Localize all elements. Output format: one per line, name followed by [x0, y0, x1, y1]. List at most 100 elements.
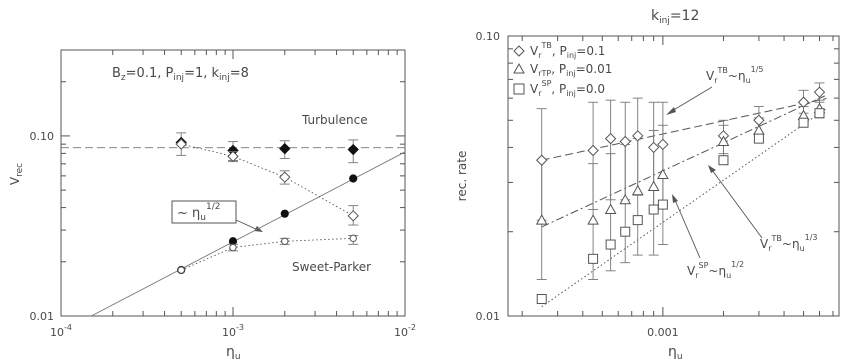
left-point-filled-diamond — [347, 143, 359, 156]
right-title-sub: inj — [659, 16, 670, 26]
right-point-open-triangle — [535, 214, 548, 225]
right-point-open-diamond — [587, 144, 599, 157]
right-point-open-square — [620, 226, 631, 237]
left-x-tick-label-base: 10 — [222, 326, 236, 339]
left-y-tick-label: 0.01 — [30, 310, 55, 323]
right-y-axis-label: rec. rate — [455, 151, 469, 202]
right-point-open-diamond — [647, 141, 660, 154]
param-kinj-main: k — [212, 66, 220, 81]
right-point-open-diamond — [753, 114, 765, 126]
left-y-axis-label-sub: rec — [15, 163, 25, 177]
right-chart-title: kinj=12 — [651, 8, 699, 26]
left-point-filled-diamond — [279, 142, 291, 155]
legend-item-tb-sub: r — [538, 51, 542, 60]
annotation-sp-half-arrow — [674, 199, 701, 259]
right-x-axis-label-main: η — [668, 344, 677, 360]
annotation-tb-fifth-sup: TB — [717, 66, 728, 75]
legend-square-marker — [513, 83, 525, 95]
annotation-tb-fifth: VrTB~ηu1/5 — [706, 65, 764, 85]
left-y-tick-label: 0.10 — [30, 130, 55, 143]
left-x-tick-label-exp: -2 — [408, 323, 416, 332]
annotation-tb-third-main: V — [760, 237, 769, 251]
left-y-axis-label: Vrec — [8, 163, 25, 185]
legend-triangle-marker — [513, 62, 525, 74]
right-x-tick-labels: 0.001 — [647, 326, 679, 339]
left-point-open-diamond — [279, 171, 291, 183]
param-pinj-rest: =1, — [184, 66, 211, 81]
right-point-open-square — [588, 253, 599, 264]
annotation-tb-third-sub: r — [768, 244, 772, 253]
right-point-open-triangle — [753, 124, 765, 135]
left-point-open-circle — [229, 243, 237, 252]
left-params-label: Bz=0.1, Pinj=1, kinj=8 — [112, 66, 249, 83]
left-series — [175, 132, 359, 275]
right-fit-line-dash-dot — [541, 94, 827, 228]
param-kinj-rest: =8 — [230, 66, 249, 81]
right-y-tick-label: 0.10 — [476, 30, 501, 43]
right-ticks — [508, 35, 839, 317]
left-x-tick-label: 10-3 — [222, 323, 244, 339]
annotation-sp-half: VrSP~ηu1/2 — [687, 260, 744, 280]
annotation-tb-fifth-mid-sub: u — [746, 76, 751, 85]
sweet-parker-label: Sweet-Parker — [292, 260, 371, 274]
right-x-axis-label: ηu — [668, 344, 683, 360]
annotation-sp-half-sub: r — [695, 271, 699, 280]
right-point-open-diamond — [619, 135, 631, 148]
param-bz-sub: z — [121, 73, 126, 83]
legend-item-tb-rest-sub: inj — [567, 51, 577, 60]
legend-item-tb: VrTB, Pinj=0.1 — [530, 41, 605, 60]
right-point-open-diamond — [813, 86, 826, 98]
legend-item-tp-tail: =0.01 — [576, 62, 613, 76]
annotation-tb-third-exp: 1/3 — [805, 233, 818, 242]
right-x-axis-label-sub: u — [677, 352, 683, 360]
legend-diamond-marker — [513, 45, 525, 57]
annotation-tb-third-mid-sub: u — [800, 244, 805, 253]
left-point-open-circle — [281, 237, 289, 245]
annotation-sp-half-mid-sub: u — [726, 271, 731, 280]
left-x-tick-label-base: 10 — [394, 326, 408, 339]
legend-item-tp-rest-sub: inj — [566, 69, 576, 78]
annotation-tb-third-mid: ~η — [782, 237, 800, 251]
right-point-open-square — [753, 133, 764, 144]
right-point-open-square — [648, 204, 659, 215]
legend-item-sp-sub: r — [538, 89, 542, 98]
legend-item-sp-tail: =0.0 — [576, 82, 605, 96]
annotation-sp-half-exp: 1/2 — [731, 260, 744, 269]
right-y-tick-label: 0.01 — [476, 310, 501, 323]
legend-item-sp-sup: SP — [542, 79, 552, 88]
scaling-label-sup: 1/2 — [206, 202, 220, 212]
right-point-open-triangle — [647, 180, 660, 192]
param-kinj-sub: inj — [219, 73, 230, 83]
right-point-open-diamond — [657, 138, 669, 151]
right-title-main: k — [651, 8, 660, 24]
right-plot-frame — [507, 35, 840, 317]
right-panel: 0.001 0.010.10 kinj=12 ηu rec. rate VrTB… — [455, 8, 840, 360]
left-point-open-diamond — [347, 210, 359, 222]
right-point-open-diamond — [604, 132, 617, 145]
left-x-tick-label-exp: -3 — [236, 323, 244, 332]
right-fit-line-dashed — [541, 98, 827, 161]
right-series — [535, 82, 826, 305]
legend-item-tb-tail: =0.1 — [576, 44, 605, 58]
scaling-arrow — [235, 219, 259, 231]
right-point-open-diamond — [632, 130, 644, 142]
scaling-label: ~ ηu1/2 — [177, 202, 220, 223]
left-x-tick-label-base: 10 — [50, 326, 64, 339]
right-legend: VrTB, Pinj=0.1 VrTP, Pinj=0.01 VrSP, Pin… — [513, 41, 613, 98]
left-point-open-diamond — [175, 138, 187, 150]
right-point-open-triangle — [619, 193, 632, 205]
param-pinj-sub: inj — [173, 73, 184, 83]
right-point-open-diamond — [797, 96, 810, 108]
legend-item-tp-main: V — [530, 62, 539, 76]
left-panel: 10-4 10-3 10-2 0.010.10 ηu Vrec Bz=0.1, Pi… — [8, 49, 416, 360]
left-series-open-diamond-line — [181, 143, 354, 217]
param-bz-main: B — [112, 66, 121, 81]
left-y-axis-label-main: V — [8, 176, 22, 185]
right-title-rest: =12 — [670, 8, 700, 24]
left-reference-lines — [61, 147, 406, 317]
annotation-tb-third: VrTB~ηu1/3 — [760, 233, 818, 253]
right-point-open-diamond — [536, 154, 548, 166]
annotation-tb-fifth-arrow — [671, 86, 713, 112]
left-x-tick-labels: 10-4 10-3 10-2 — [50, 323, 416, 339]
